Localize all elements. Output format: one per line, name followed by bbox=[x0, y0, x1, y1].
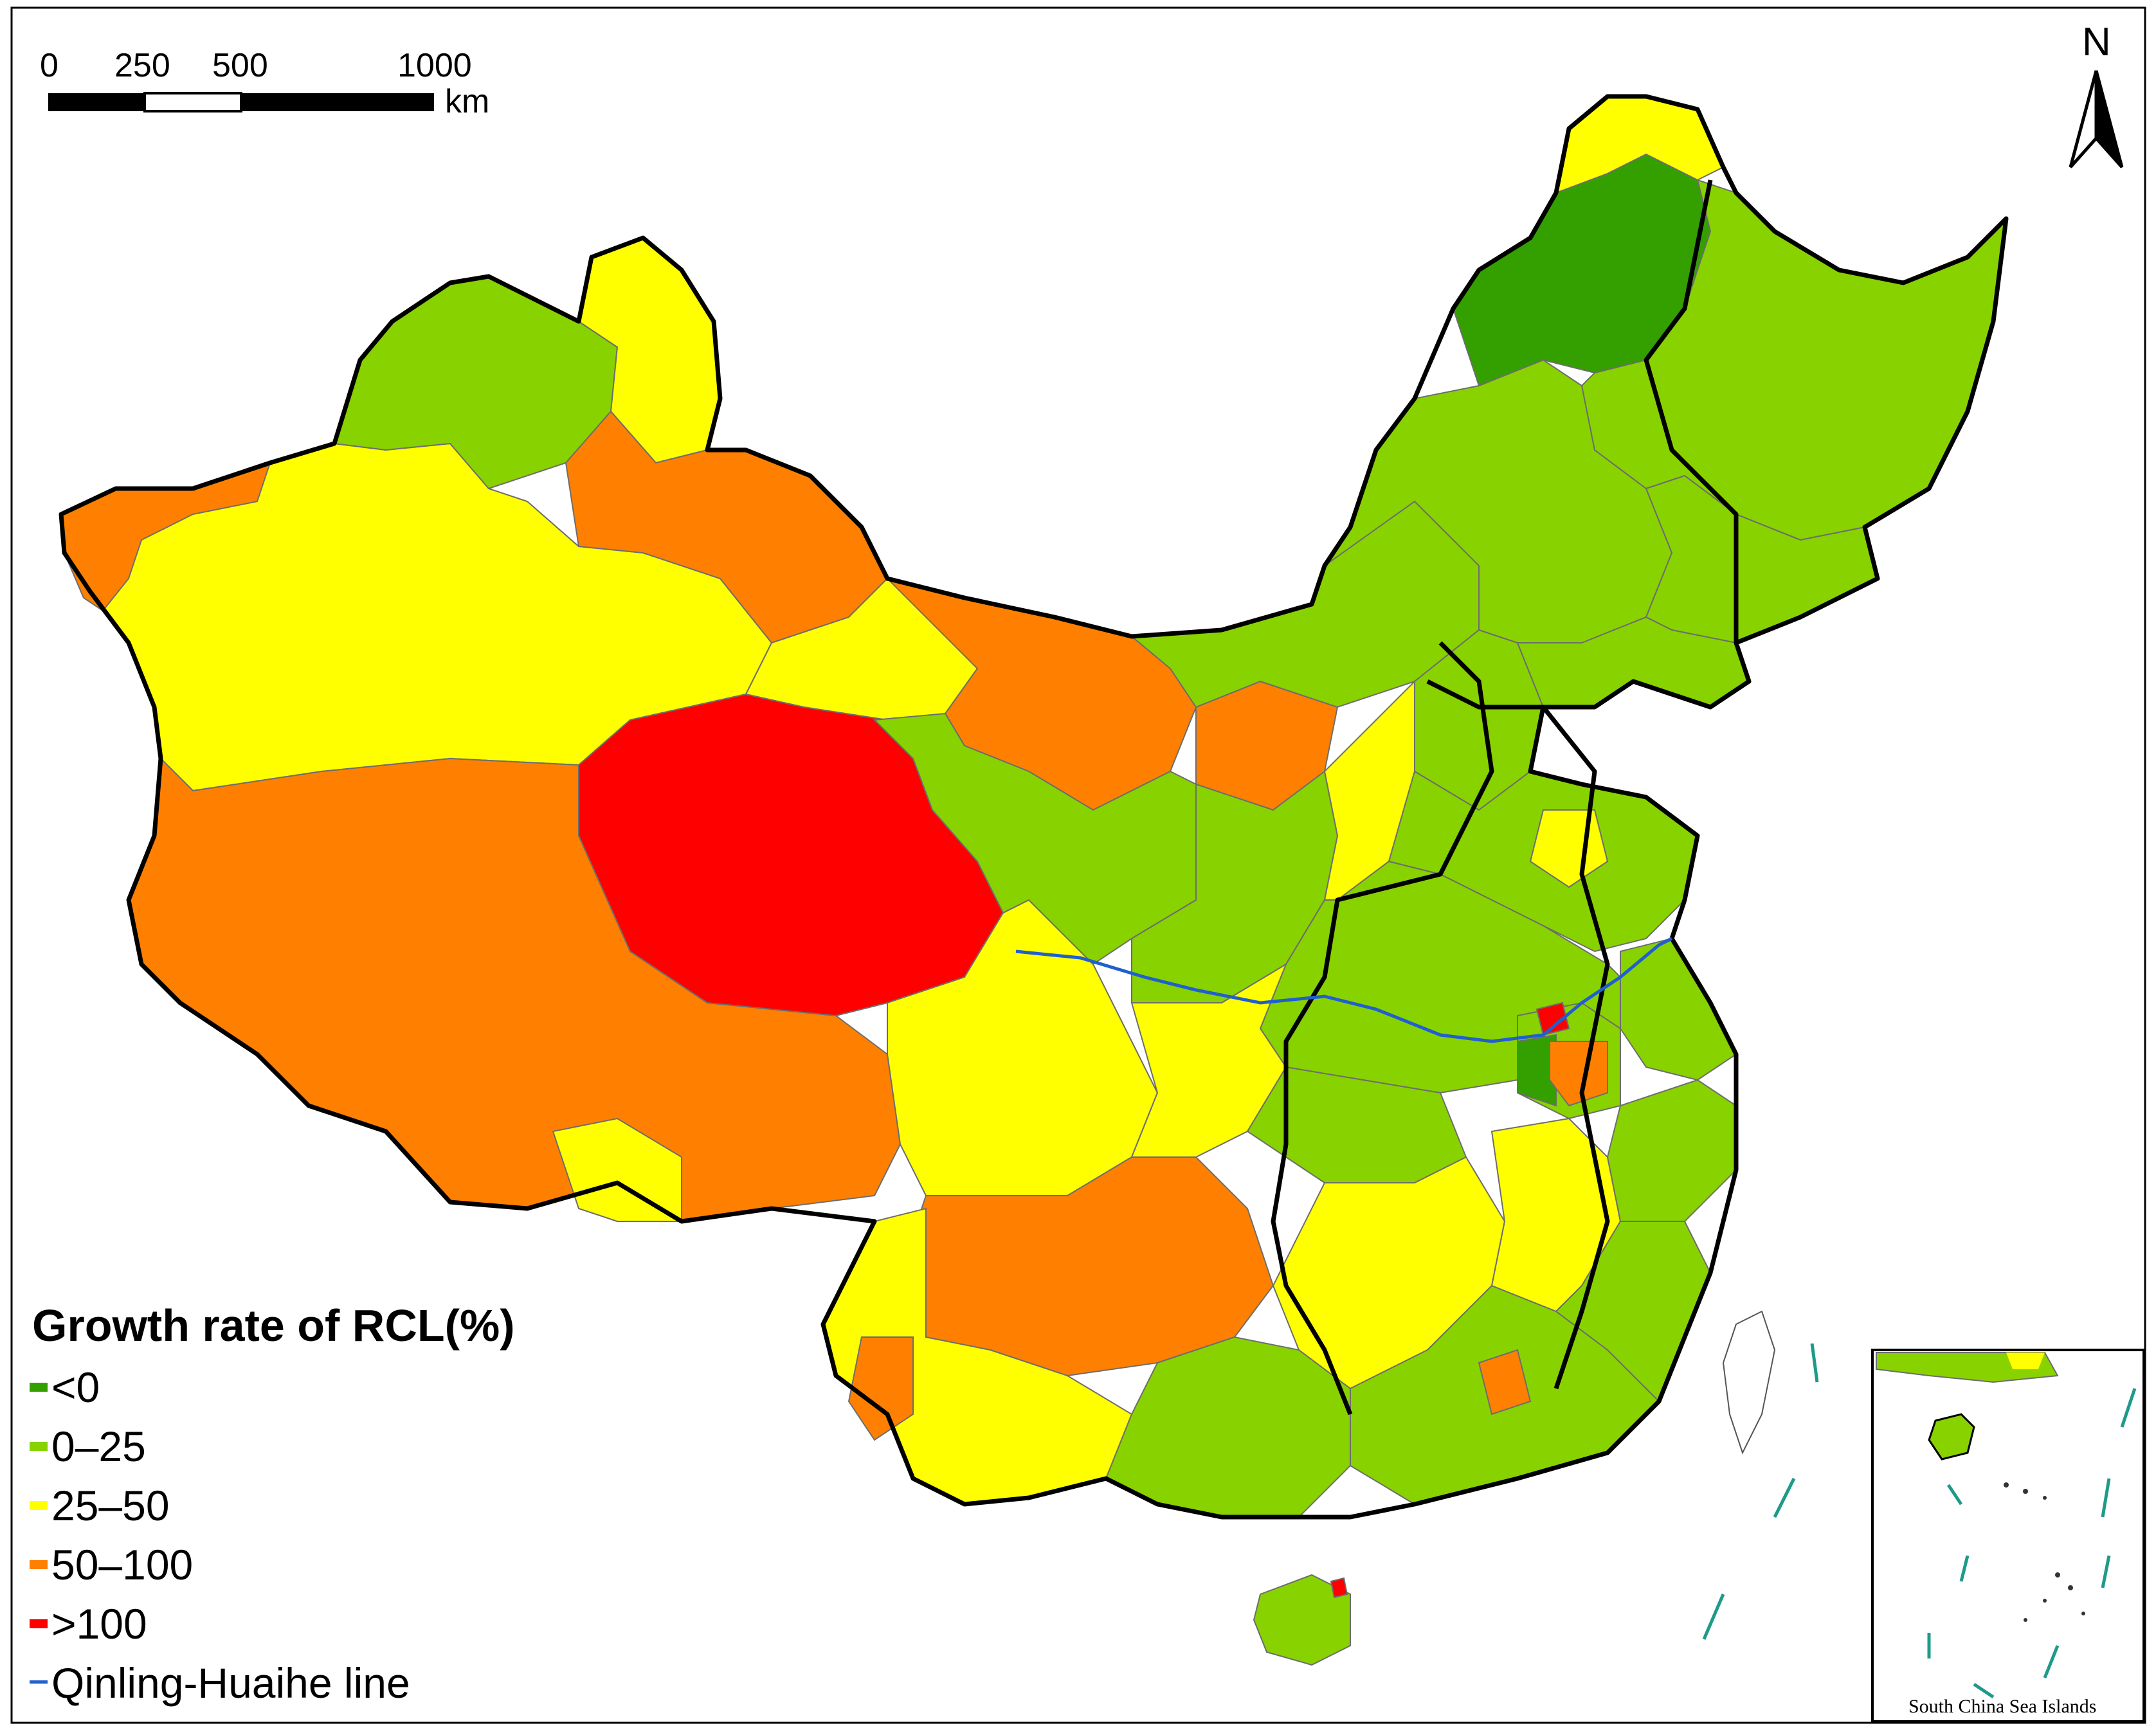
scale-tick-0: 0 bbox=[40, 47, 59, 84]
region-zhejiang bbox=[1606, 1079, 1737, 1222]
legend-swatch-gt100 bbox=[30, 1619, 48, 1628]
legend-label-qinling-huaihe: Qinling-Huaihe line bbox=[51, 1659, 410, 1707]
legend-item-qinling-huaihe: Qinling-Huaihe line bbox=[30, 1657, 410, 1709]
region-anhui-dark bbox=[1517, 1034, 1557, 1107]
legend-item-gt100: >100 bbox=[30, 1598, 147, 1650]
legend-swatch-line bbox=[30, 1680, 48, 1686]
legend-item-lt0: <0 bbox=[30, 1362, 100, 1413]
nine-dash-line-inset bbox=[1927, 1388, 2137, 1699]
region-anhui-orange bbox=[1549, 1041, 1608, 1107]
border-east bbox=[1426, 679, 1610, 1390]
china-map bbox=[60, 96, 2007, 1666]
inset-label: South China Sea Islands bbox=[1908, 1696, 2097, 1717]
region-hainan-red bbox=[1330, 1577, 1348, 1599]
border-north-south bbox=[1271, 641, 1494, 1416]
scale-tick-500: 500 bbox=[212, 47, 268, 84]
legend-swatch-25-50 bbox=[30, 1501, 48, 1510]
province-borders bbox=[59, 94, 2009, 1520]
inset-map bbox=[1871, 1349, 2145, 1723]
legend-swatch-0-25 bbox=[30, 1442, 48, 1451]
scale-bar bbox=[48, 92, 434, 112]
legend-swatch-50-100 bbox=[30, 1560, 48, 1569]
qinling-huaihe-line bbox=[1015, 937, 1673, 1043]
region-guangdong-orange bbox=[1478, 1349, 1532, 1416]
legend-item-0-25: 0–25 bbox=[30, 1421, 146, 1472]
scale-unit: km bbox=[445, 83, 490, 120]
region-hainan bbox=[1253, 1574, 1351, 1666]
inset-hainan bbox=[1928, 1413, 1975, 1461]
north-label: N bbox=[2082, 20, 2111, 64]
border-northeast bbox=[1644, 179, 1739, 643]
legend-label-50-100: 50–100 bbox=[51, 1541, 194, 1588]
legend-swatch-lt0 bbox=[30, 1383, 48, 1392]
legend-label-0-25: 0–25 bbox=[51, 1423, 146, 1470]
inset-frame bbox=[1871, 1349, 2145, 1723]
legend-label-gt100: >100 bbox=[51, 1600, 147, 1648]
legend-item-25-50: 25–50 bbox=[30, 1480, 170, 1531]
legend-title: Growth rate of RCL(%) bbox=[32, 1300, 515, 1351]
legend-item-50-100: 50–100 bbox=[30, 1539, 193, 1590]
nine-dash-line-main bbox=[1702, 1343, 1819, 1640]
north-arrow-icon bbox=[2069, 70, 2124, 168]
legend-label-lt0: <0 bbox=[51, 1363, 100, 1411]
inset-islands bbox=[2004, 1482, 2085, 1622]
region-taiwan bbox=[1722, 1310, 1776, 1455]
inset-mainland-yellow bbox=[2006, 1353, 2045, 1369]
legend-label-25-50: 25–50 bbox=[51, 1482, 170, 1529]
region-anhui-red bbox=[1535, 1002, 1570, 1036]
scale-tick-1000: 1000 bbox=[397, 47, 472, 84]
scale-tick-250: 250 bbox=[114, 47, 170, 84]
national-border bbox=[59, 94, 2009, 1520]
